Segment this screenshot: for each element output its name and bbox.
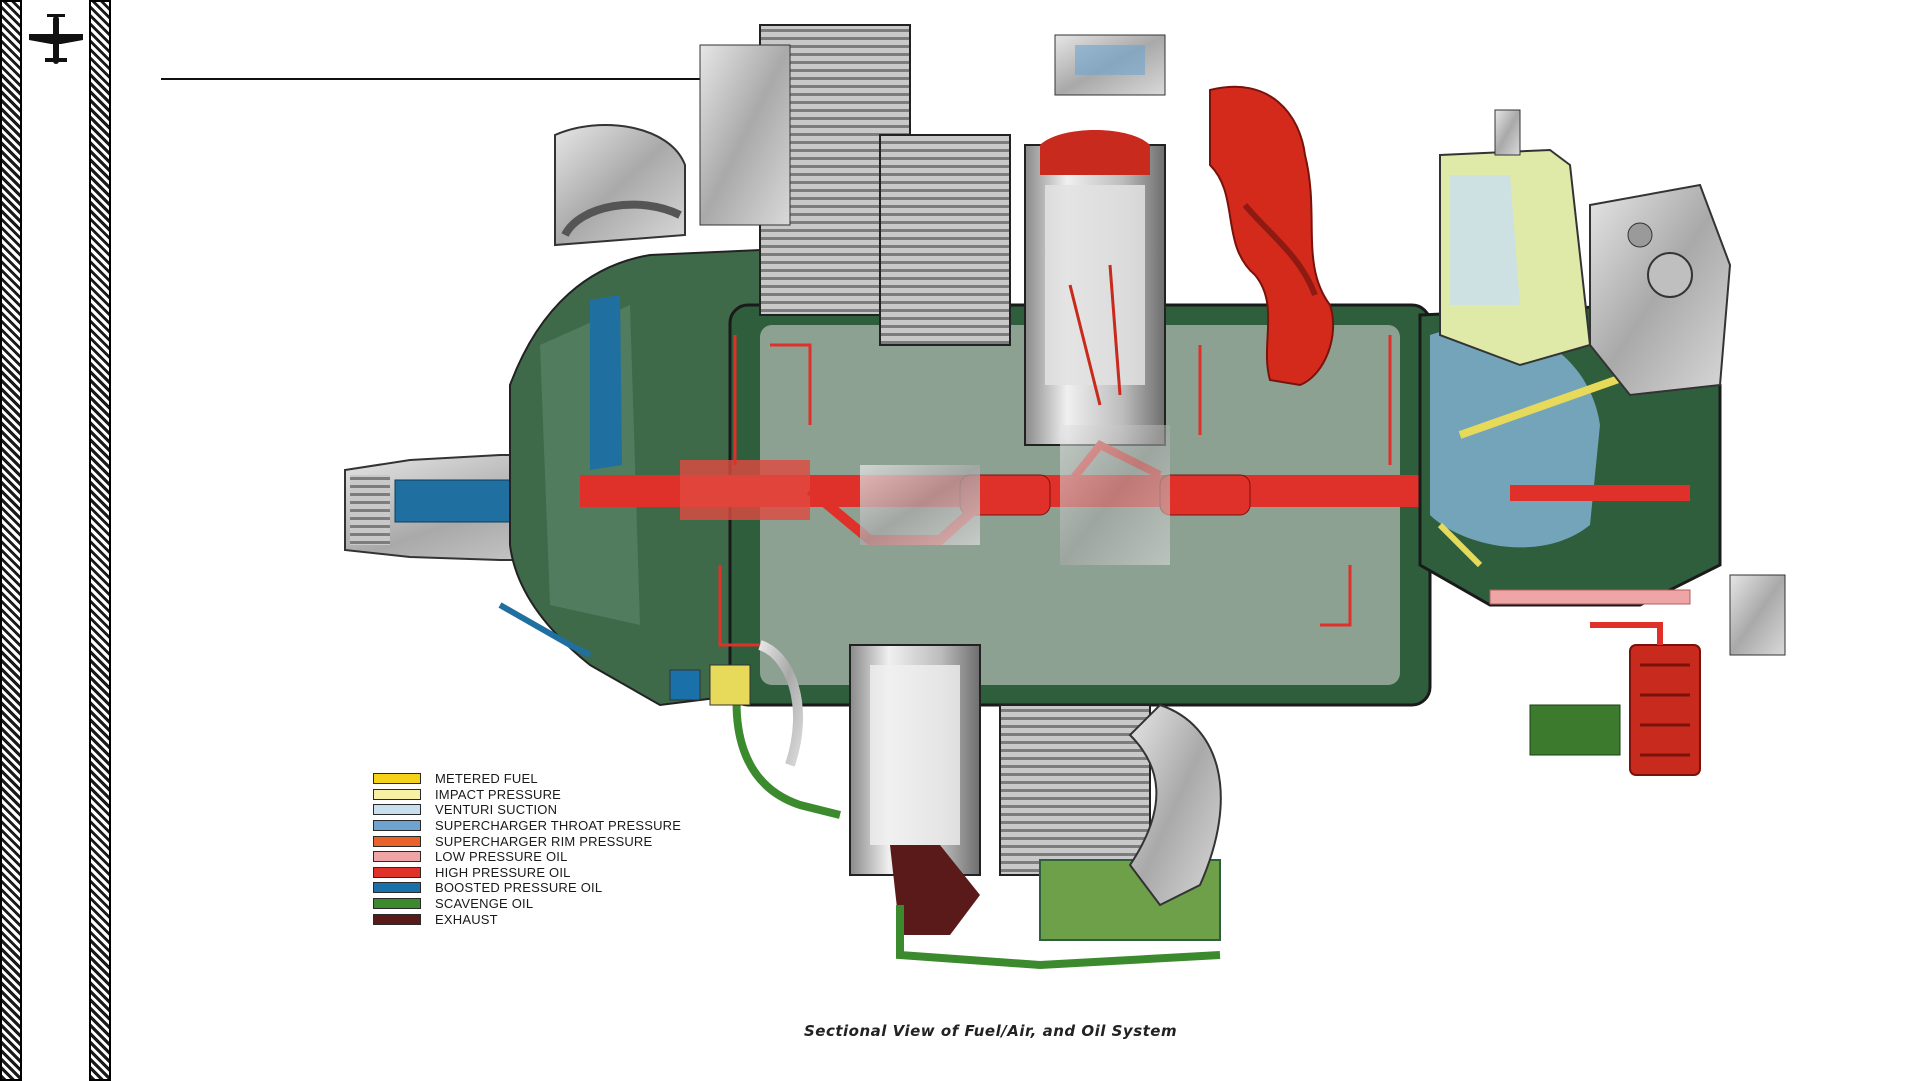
legend-swatch bbox=[373, 882, 421, 894]
legend-swatch bbox=[373, 898, 421, 910]
legend-item: SUPERCHARGER RIM PRESSURE bbox=[373, 833, 681, 849]
legend-label: METERED FUEL bbox=[435, 771, 538, 787]
lower-cylinders bbox=[849, 644, 1222, 941]
exhaust-stack bbox=[1209, 85, 1335, 387]
legend-item: BOOSTED PRESSURE OIL bbox=[373, 880, 681, 896]
legend-item: HIGH PRESSURE OIL bbox=[373, 865, 681, 881]
airplane-icon[interactable] bbox=[27, 14, 85, 66]
legend-item: SUPERCHARGER THROAT PRESSURE bbox=[373, 818, 681, 834]
engine-cutaway-diagram bbox=[344, 24, 1786, 970]
legend-item: LOW PRESSURE OIL bbox=[373, 849, 681, 865]
legend-item: SCAVENGE OIL bbox=[373, 896, 681, 912]
legend-label: BOOSTED PRESSURE OIL bbox=[435, 880, 603, 896]
legend-label: SUPERCHARGER THROAT PRESSURE bbox=[435, 818, 682, 834]
legend-swatch bbox=[373, 851, 421, 863]
legend-swatch bbox=[373, 835, 421, 847]
legend-label: SUPERCHARGER RIM PRESSURE bbox=[435, 833, 653, 849]
title-underline bbox=[161, 78, 781, 80]
accessory-section bbox=[1418, 303, 1786, 776]
legend-label: IMPACT PRESSURE bbox=[435, 786, 562, 802]
legend-swatch bbox=[373, 820, 421, 832]
legend-label: LOW PRESSURE OIL bbox=[435, 849, 568, 865]
legend-item: IMPACT PRESSURE bbox=[373, 787, 681, 803]
legend-swatch bbox=[373, 866, 421, 878]
legend-swatch bbox=[373, 788, 421, 800]
legend-item: VENTURI SUCTION bbox=[373, 802, 681, 818]
legend-item: EXHAUST bbox=[373, 911, 681, 927]
legend: METERED FUEL IMPACT PRESSURE VENTURI SUC… bbox=[373, 771, 681, 927]
legend-swatch bbox=[373, 913, 421, 925]
fuel-pump-cluster bbox=[669, 640, 803, 767]
legend-swatch bbox=[373, 804, 421, 816]
legend-item: METERED FUEL bbox=[373, 771, 681, 787]
legend-swatch bbox=[373, 773, 421, 785]
legend-label: VENTURI SUCTION bbox=[435, 802, 558, 818]
upper-cylinders bbox=[699, 24, 1166, 446]
oil-lines bbox=[718, 335, 1392, 647]
carburetor bbox=[1439, 109, 1732, 397]
right-hatched-rail bbox=[89, 0, 111, 1081]
legend-label: EXHAUST bbox=[435, 911, 498, 927]
diagram-caption: Sectional View of Fuel/Air, and Oil Syst… bbox=[804, 1022, 1178, 1040]
legend-label: SCAVENGE OIL bbox=[435, 896, 534, 912]
legend-label: HIGH PRESSURE OIL bbox=[435, 864, 571, 880]
crankshaft bbox=[580, 425, 1510, 565]
left-hatched-rail bbox=[0, 0, 22, 1081]
